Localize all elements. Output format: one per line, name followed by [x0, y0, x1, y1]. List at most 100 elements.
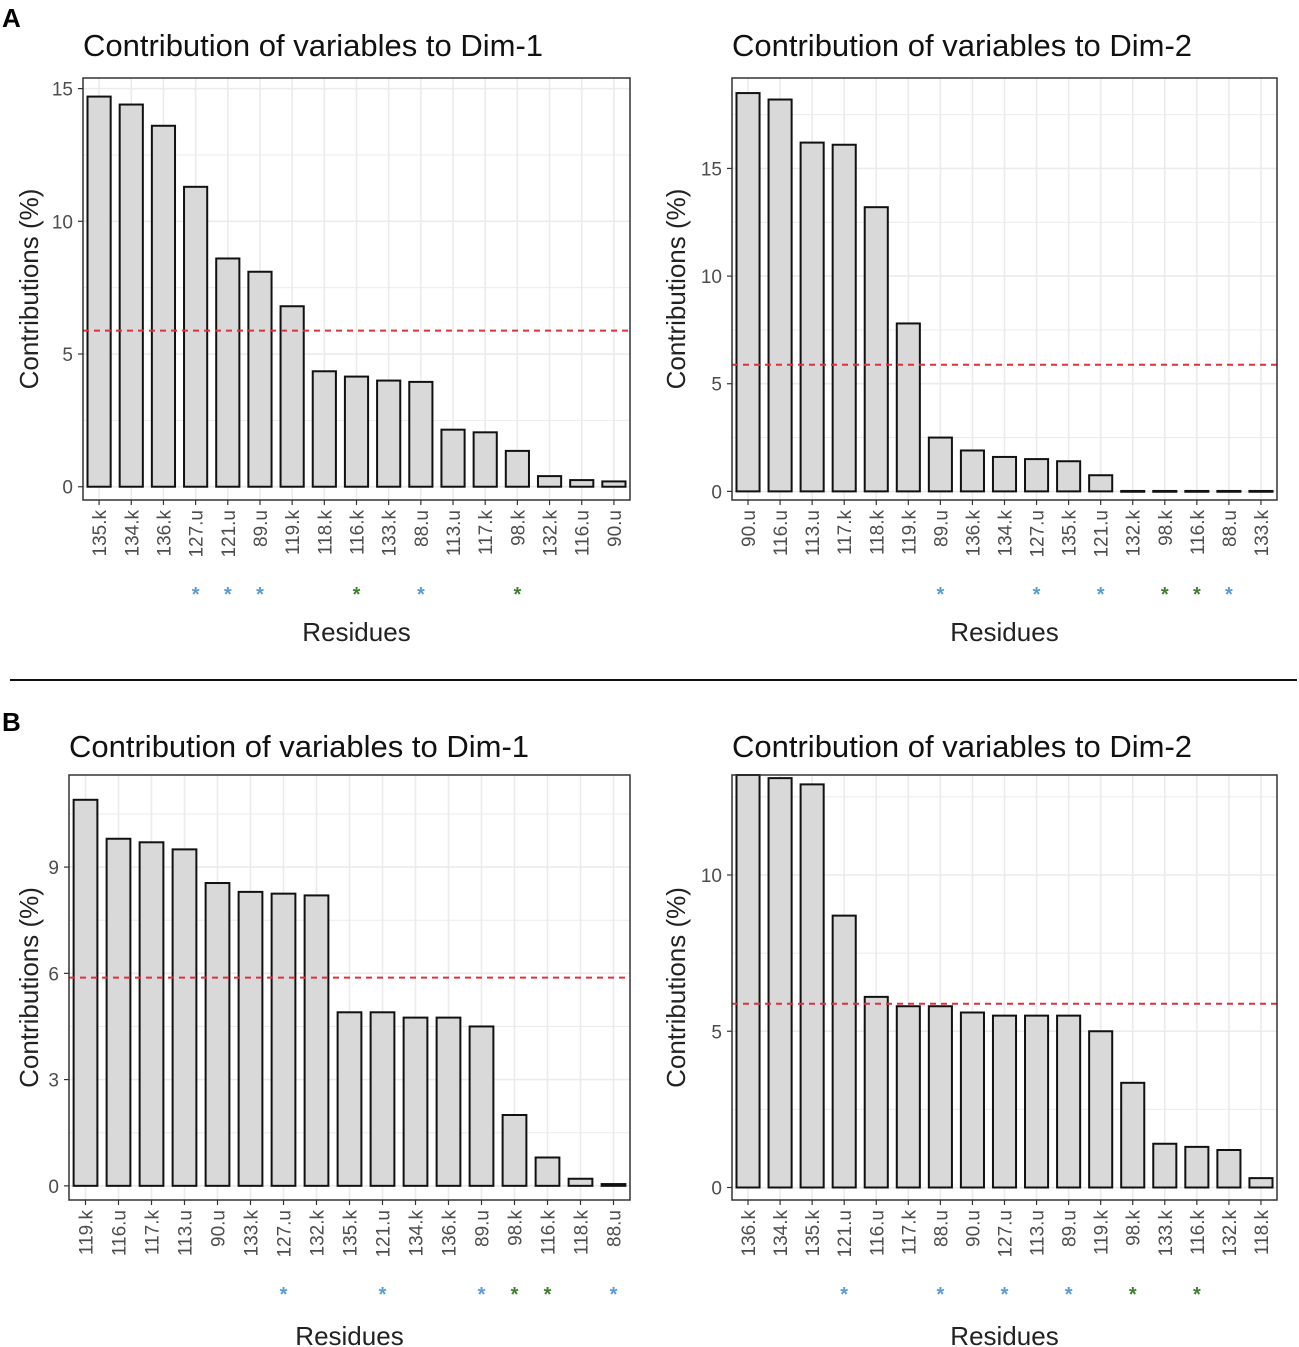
bar-132.k — [1120, 489, 1146, 493]
bar-135.k — [336, 1011, 363, 1187]
x-tick-label: 135.k — [803, 1210, 824, 1257]
marker-star-blue: * — [280, 1284, 288, 1306]
bar-118.k — [1248, 1177, 1274, 1189]
x-tick-label: 134.k — [122, 510, 143, 557]
y-tick-label: 6 — [48, 964, 59, 985]
x-tick-label: 89.u — [931, 510, 952, 547]
marker-star-blue: * — [417, 584, 425, 606]
x-tick-label: 116.k — [539, 1210, 560, 1256]
x-tick-label: 98.k — [506, 1210, 527, 1246]
y-axis-title: Contributions (%) — [14, 189, 44, 390]
y-tick-label: 10 — [701, 267, 722, 288]
bar-98.k — [1120, 1081, 1146, 1189]
charts-container: Contribution of variables to Dim-1 0 5 10 15… — [14, 28, 1278, 1347]
marker-star-green: * — [353, 584, 361, 606]
bar-113.u — [171, 848, 198, 1187]
x-tick-label: 132.k — [541, 510, 562, 557]
x-tick-label: 133.k — [242, 1210, 263, 1257]
chart-title: Contribution of variables to Dim-2 — [732, 729, 1192, 764]
x-tick-label: 135.k — [341, 1210, 362, 1257]
bar-90.u — [959, 1011, 985, 1189]
x-axis-title: Residues — [950, 1321, 1058, 1347]
y-tick-label: 0 — [711, 482, 722, 503]
x-tick-label: 127.u — [996, 1210, 1017, 1258]
bar-136.k — [959, 449, 985, 493]
bar-88.u — [408, 380, 434, 488]
bar-118.k — [863, 206, 889, 493]
bar-117.k — [895, 1005, 921, 1189]
x-tick-label: 127.u — [187, 510, 208, 558]
marker-star-blue: * — [224, 584, 232, 606]
x-tick-label: 118.k — [867, 510, 888, 556]
y-axis-title: Contributions (%) — [661, 887, 691, 1088]
x-tick-label: 90.u — [739, 510, 760, 547]
x-tick-label: 132.k — [1220, 1210, 1241, 1257]
x-tick-label: 133.k — [1252, 510, 1273, 557]
marker-star-blue: * — [1001, 1284, 1009, 1306]
bar-90.u — [735, 92, 761, 493]
panel-letter-a: A — [2, 3, 21, 33]
x-tick-label: 127.u — [1028, 510, 1049, 558]
bar-113.u — [440, 428, 466, 488]
chart-title: Contribution of variables to Dim-2 — [732, 28, 1192, 63]
bar-121.u — [215, 257, 241, 488]
x-tick-label: 117.k — [835, 510, 856, 556]
x-axis-title: Residues — [950, 617, 1058, 647]
bar-133.k — [1152, 1142, 1178, 1189]
x-axis-title: Residues — [295, 1321, 403, 1347]
bar-116.u — [863, 995, 889, 1189]
x-tick-label: 119.k — [1092, 1210, 1113, 1256]
x-tick-label: 134.k — [996, 510, 1017, 557]
x-tick-label: 121.u — [219, 510, 240, 558]
marker-star-blue: * — [1065, 1284, 1073, 1306]
x-tick-label: 117.k — [899, 1210, 920, 1256]
x-tick-label: 121.u — [374, 1210, 395, 1258]
y-tick-label: 9 — [48, 858, 59, 879]
x-axis-title: Residues — [302, 617, 410, 647]
bar-117.k — [138, 841, 165, 1187]
x-tick-label: 136.k — [739, 1210, 760, 1257]
bar-118.k — [311, 370, 337, 488]
bar-88.u — [1216, 489, 1242, 493]
marker-star-blue: * — [478, 1284, 486, 1306]
bar-113.u — [799, 141, 825, 493]
x-tick-label: 89.u — [251, 510, 272, 547]
bar-132.k — [1216, 1149, 1242, 1189]
bar-88.u — [927, 1005, 953, 1189]
bar-90.u — [204, 882, 231, 1187]
y-tick-label: 5 — [62, 345, 73, 366]
bar-134.k — [767, 777, 793, 1189]
bar-118.k — [567, 1177, 594, 1187]
marker-star-blue: * — [610, 1284, 618, 1306]
bar-121.u — [831, 914, 857, 1189]
x-tick-label: 89.u — [1060, 1210, 1081, 1247]
x-tick-label: 121.u — [1092, 510, 1113, 558]
x-tick-label: 119.k — [283, 510, 304, 556]
bar-116.k — [534, 1156, 561, 1187]
marker-star-green: * — [544, 1284, 552, 1306]
x-tick-label: 118.k — [1252, 1210, 1273, 1256]
x-tick-label: 116.u — [110, 1210, 131, 1256]
marker-star-green: * — [513, 584, 521, 606]
bar-119.k — [1088, 1030, 1114, 1189]
x-tick-label: 116.u — [771, 510, 792, 556]
y-axis-title: Contributions (%) — [14, 887, 44, 1088]
marker-star-blue: * — [1097, 584, 1105, 606]
marker-star-blue: * — [840, 1284, 848, 1306]
bar-135.k — [1056, 460, 1082, 493]
chart-a-2: Contribution of variables to Dim-2 0 5 10 15… — [661, 28, 1278, 647]
bar-132.k — [536, 475, 563, 488]
bar-117.k — [831, 143, 857, 493]
x-tick-label: 134.k — [771, 1210, 792, 1257]
x-tick-label: 90.u — [963, 1210, 984, 1247]
chart-b-2: Contribution of variables to Dim-2 0 5 10 13… — [661, 729, 1278, 1347]
x-tick-label: 119.k — [77, 1210, 98, 1256]
bar-136.k — [735, 774, 761, 1189]
bar-127.u — [1024, 458, 1050, 493]
x-tick-label: 117.k — [476, 510, 497, 556]
bar-119.k — [895, 322, 921, 493]
x-tick-label: 89.u — [473, 1210, 494, 1247]
bar-135.k — [86, 95, 112, 488]
x-tick-label: 116.u — [573, 510, 594, 556]
